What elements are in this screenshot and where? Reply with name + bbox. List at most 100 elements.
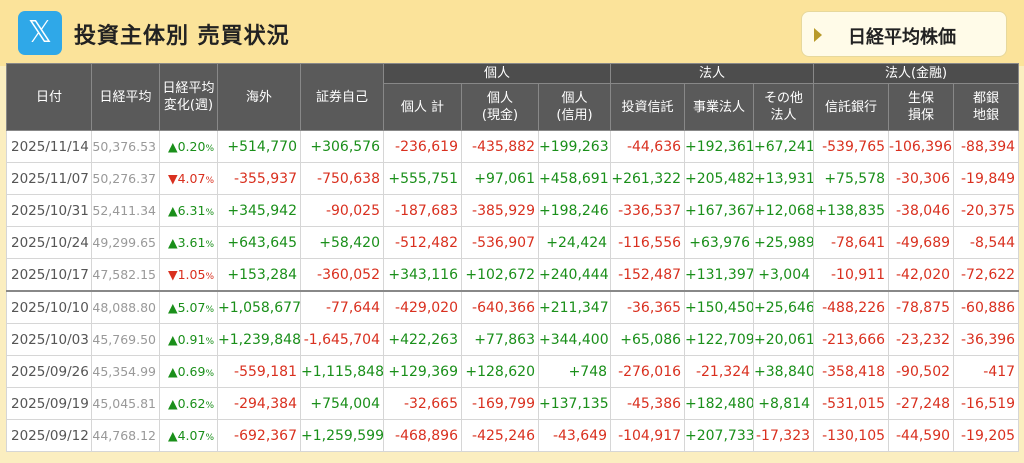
nikkei-stock-price-button[interactable]: 日経平均株価 [801,11,1007,57]
cell-change: ▲0.20% [159,130,218,163]
cell-business-corp: +63,976 [684,226,755,259]
x-logo-icon[interactable]: 𝕏 [18,11,62,55]
col-header-individual-cash[interactable]: 個人 (現金) [461,83,539,131]
percent-sign: % [205,272,214,282]
cell-foreign: +153,284 [217,258,301,292]
cell-individual-cash: -169,799 [461,387,539,420]
cell-change: ▲4.07% [159,419,218,452]
cell-change: ▲0.69% [159,355,218,388]
up-triangle-icon: ▲ [167,235,178,250]
cell-investment-trust: -104,917 [610,419,686,452]
cell-business-corp: +205,482 [684,162,755,195]
cell-change: ▲6.31% [159,194,218,227]
cell-city-bank: -19,849 [953,162,1020,195]
cell-trust-bank: -539,765 [813,130,890,163]
col-header-nikkei[interactable]: 日経平均 [91,63,160,131]
col-header-date[interactable]: 日付 [6,63,92,131]
col-header-foreign[interactable]: 海外 [217,63,301,131]
cell-other-corp: +67,241 [753,130,815,163]
cell-individual-total: -468,896 [383,419,462,452]
cell-change: ▲5.07% [159,290,218,324]
individual-cash-line2: (現金) [481,108,519,123]
cell-city-bank: -36,396 [953,323,1020,356]
col-header-other-corp[interactable]: その他 法人 [753,83,815,131]
up-triangle-icon: ▲ [167,428,178,443]
cell-proprietary: -90,025 [300,194,384,227]
change-value: 6.31 [177,203,206,218]
cell-trust-bank: -488,226 [813,290,890,324]
cell-proprietary: -360,052 [300,258,384,292]
cell-nikkei: 48,088.80 [91,290,160,324]
cell-nikkei: 52,411.34 [91,194,160,227]
cell-date: 2025/10/03 [6,323,92,356]
cell-individual-margin: +24,424 [537,226,612,259]
change-value: 1.05 [177,267,206,282]
table-row: 2025/10/03 45,769.50 ▲0.91% +1,239,848 -1,64… [6,323,1020,356]
cell-individual-margin: +199,263 [537,130,612,163]
table-row: 2025/09/26 45,354.99 ▲0.69% -559,181 +1,115,… [6,355,1020,388]
cell-date: 2025/10/10 [6,290,92,324]
cell-nikkei: 45,354.99 [91,355,160,388]
col-header-life-insurance[interactable]: 生保 損保 [888,83,955,131]
cell-city-bank: -88,394 [953,130,1020,163]
life-line1: 生保 [908,91,935,106]
cell-life-insurance: -30,306 [888,162,955,195]
cell-individual-total: -187,683 [383,194,462,227]
cell-proprietary: +58,420 [300,226,384,259]
cell-investment-trust: -36,365 [610,290,686,324]
cell-trust-bank: -130,105 [813,419,890,452]
col-header-business-corp[interactable]: 事業法人 [684,83,755,131]
group-header-financial: 法人(金融) [813,63,1020,84]
col-header-change[interactable]: 日経平均 変化(週) [159,63,218,131]
cell-individual-total: +422,263 [383,323,462,356]
cell-change: ▲0.91% [159,323,218,356]
cell-nikkei: 44,768.12 [91,419,160,452]
up-triangle-icon: ▲ [167,332,178,347]
down-triangle-icon: ▼ [167,171,178,186]
cell-investment-trust: -276,016 [610,355,686,388]
percent-sign: % [205,176,214,186]
individual-margin-line2: (信用) [556,108,593,123]
col-header-city-bank[interactable]: 都銀 地銀 [953,83,1020,131]
cell-foreign: +1,058,677 [217,290,301,324]
cell-life-insurance: -44,590 [888,419,955,452]
percent-sign: % [205,208,214,218]
investor-trading-table: 日付 日経平均 日経平均 変化(週) 海外 証券自己 個人 法人 法人(金融) 個… [6,63,1020,452]
cell-proprietary: +754,004 [300,387,384,420]
col-header-individual-margin[interactable]: 個人 (信用) [537,83,612,131]
cell-proprietary: +1,115,848 [300,355,384,388]
cell-other-corp: +25,989 [753,226,815,259]
table-row: 2025/10/17 47,582.15 ▼1.05% +153,284 -360,05… [6,258,1020,292]
cell-trust-bank: -531,015 [813,387,890,420]
table-row: 2025/11/07 50,276.37 ▼4.07% -355,937 -750,63… [6,162,1020,195]
cell-foreign: -559,181 [217,355,301,388]
life-line2: 損保 [908,108,935,123]
play-arrow-icon [814,28,822,42]
percent-sign: % [205,337,214,347]
cell-other-corp: +13,931 [753,162,815,195]
col-header-trust-bank[interactable]: 信託銀行 [813,83,890,131]
cell-individual-margin: +748 [537,355,612,388]
cell-trust-bank: +138,835 [813,194,890,227]
cell-city-bank: -16,519 [953,387,1020,420]
col-header-proprietary[interactable]: 証券自己 [300,63,384,131]
cell-other-corp: +20,061 [753,323,815,356]
nikkei-stock-price-label: 日経平均株価 [848,27,956,48]
percent-sign: % [205,369,214,379]
cell-foreign: +643,645 [217,226,301,259]
cell-city-bank: -19,205 [953,419,1020,452]
individual-cash-line1: 個人 [486,91,513,106]
cell-individual-margin: +211,347 [537,290,612,324]
cell-proprietary: -750,638 [300,162,384,195]
cell-business-corp: +122,709 [684,323,755,356]
cell-foreign: -294,384 [217,387,301,420]
cell-proprietary: +1,259,599 [300,419,384,452]
cell-investment-trust: -336,537 [610,194,686,227]
cell-business-corp: +131,397 [684,258,755,292]
col-header-investment-trust[interactable]: 投資信託 [610,83,686,131]
cell-foreign: -355,937 [217,162,301,195]
col-header-individual-total[interactable]: 個人 計 [383,83,462,131]
cell-life-insurance: -27,248 [888,387,955,420]
percent-sign: % [205,240,214,250]
cell-nikkei: 50,376.53 [91,130,160,163]
